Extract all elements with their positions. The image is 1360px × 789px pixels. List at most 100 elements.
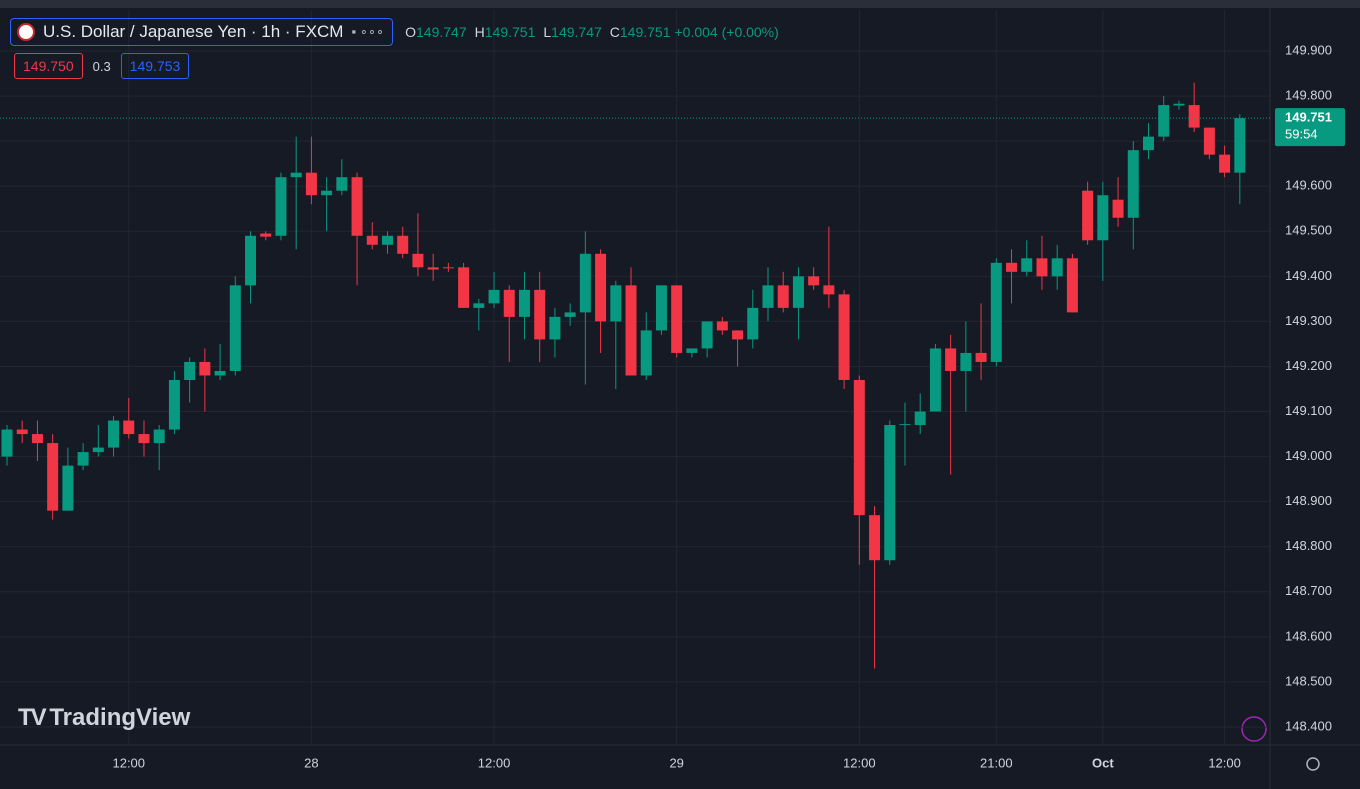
- candle-body: [1143, 136, 1154, 151]
- bid-price[interactable]: 149.750: [14, 53, 83, 79]
- candle-body: [960, 352, 972, 371]
- ohlc-item: C149.751: [610, 24, 671, 40]
- candle-body: [1036, 258, 1048, 277]
- candle-body: [336, 177, 348, 191]
- candle-body: [1006, 262, 1018, 272]
- candle-body: [610, 285, 622, 322]
- candle-body: [1158, 105, 1170, 137]
- last-price-box: [1275, 108, 1345, 147]
- candle-body: [732, 330, 744, 340]
- candle-body: [123, 420, 135, 435]
- x-tick-label: 12:00: [843, 755, 876, 770]
- y-tick-label: 149.400: [1285, 268, 1332, 283]
- candle-body: [442, 267, 454, 269]
- y-tick-label: 149.600: [1285, 178, 1332, 193]
- candle-body: [1203, 127, 1215, 155]
- y-tick-label: 149.800: [1285, 88, 1332, 103]
- candle-body: [808, 276, 820, 286]
- candle-body: [351, 177, 363, 236]
- y-tick-label: 149.900: [1285, 42, 1332, 57]
- ohlc-values: O149.747 H149.751 L149.747 C149.751: [405, 24, 670, 40]
- candle-body: [869, 515, 881, 561]
- ohlc-value: 149.751: [484, 24, 536, 40]
- candle-body: [1, 429, 13, 457]
- candle-body: [914, 411, 926, 426]
- candle-body: [397, 235, 409, 254]
- symbol-box[interactable]: U.S. Dollar / Japanese Yen · 1h · FXCM ▪ …: [10, 18, 394, 46]
- y-tick-label: 148.500: [1285, 673, 1332, 688]
- flag-icon: [17, 23, 35, 41]
- watermark-text: TradingView: [49, 704, 191, 731]
- y-tick-label: 148.700: [1285, 583, 1332, 598]
- y-tick-label: 148.900: [1285, 493, 1332, 508]
- candle-body: [1219, 154, 1231, 173]
- x-tick-label: 28: [304, 755, 318, 770]
- candle-body: [92, 447, 104, 453]
- legend-header: U.S. Dollar / Japanese Yen · 1h · FXCM ▪ …: [10, 18, 779, 46]
- candle-body: [990, 262, 1002, 362]
- x-tick-label: 21:00: [980, 755, 1013, 770]
- candle-body: [427, 267, 439, 270]
- candle-body: [549, 316, 561, 340]
- candle-body: [305, 172, 317, 196]
- y-tick-label: 149.500: [1285, 223, 1332, 238]
- candle-body: [1173, 103, 1185, 106]
- candle-body: [366, 235, 378, 245]
- candle-body: [229, 285, 241, 371]
- candle-body: [671, 285, 683, 353]
- x-tick-label: 12:00: [112, 755, 145, 770]
- y-tick-label: 149.300: [1285, 313, 1332, 328]
- candle-body: [1051, 258, 1063, 277]
- candle-body: [1112, 199, 1124, 218]
- candle-body: [245, 235, 257, 286]
- candle-body: [184, 361, 196, 380]
- candle-body: [1188, 105, 1200, 128]
- assistant-icon[interactable]: [1241, 716, 1267, 742]
- settings-icon[interactable]: [1306, 757, 1320, 771]
- y-tick-label: 148.400: [1285, 718, 1332, 733]
- candle-body: [929, 348, 941, 412]
- x-tick-label: 12:00: [1208, 755, 1241, 770]
- ohlc-item: L149.747: [543, 24, 601, 40]
- y-tick-label: 148.800: [1285, 538, 1332, 553]
- candle-body: [1082, 190, 1094, 241]
- candle-body: [716, 321, 728, 331]
- candle-body: [16, 429, 28, 435]
- candle-body: [747, 307, 759, 340]
- y-tick-label: 149.100: [1285, 403, 1332, 418]
- candle-body: [518, 289, 530, 317]
- ohlc-label: C: [609, 24, 620, 40]
- candle-body: [47, 443, 59, 511]
- ohlc-label: H: [474, 24, 485, 40]
- candle-body: [534, 289, 546, 340]
- bid-ask: 149.750 0.3 149.753: [14, 53, 190, 79]
- candle-body: [168, 379, 180, 430]
- ask-price[interactable]: 149.753: [120, 53, 190, 79]
- candle-body: [625, 285, 637, 376]
- candle-body: [655, 285, 667, 331]
- candle-body: [792, 276, 804, 308]
- candle-body: [884, 425, 896, 561]
- candle-body: [777, 285, 789, 308]
- ohlc-item: H149.751: [475, 24, 536, 40]
- candle-body: [1097, 195, 1109, 241]
- candle-body: [686, 348, 698, 353]
- candle-body: [488, 289, 500, 304]
- x-tick-label: 12:00: [478, 755, 511, 770]
- candle-body: [503, 289, 515, 317]
- y-tick-label: 148.600: [1285, 628, 1332, 643]
- symbol-title: U.S. Dollar / Japanese Yen · 1h · FXCM: [43, 22, 344, 41]
- menu-dots[interactable]: ▪ ∘∘∘: [351, 24, 385, 39]
- candle-body: [853, 379, 865, 516]
- candle-body: [640, 330, 652, 376]
- ohlc-label: O: [405, 24, 417, 40]
- candle-body: [382, 235, 393, 245]
- candle-body: [138, 434, 150, 444]
- candle-body: [153, 429, 165, 444]
- candle-body: [899, 424, 911, 426]
- watermark: TV TradingView: [18, 704, 191, 731]
- candle-body: [290, 172, 302, 178]
- spread: 0.3: [92, 58, 111, 74]
